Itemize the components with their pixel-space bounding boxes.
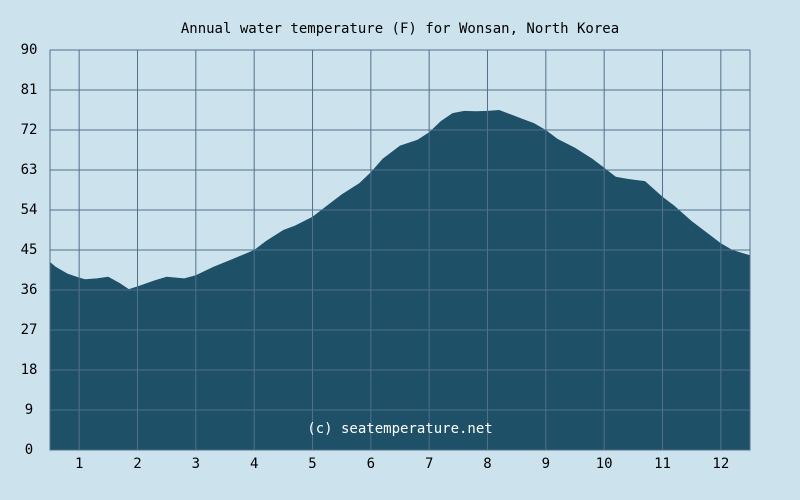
x-tick-label: 9 (542, 456, 550, 472)
x-axis-ticks: 1 2 3 4 5 6 7 8 9 10 11 12 (75, 456, 729, 472)
x-tick-label: 3 (192, 456, 200, 472)
grid-layer (50, 50, 750, 450)
y-tick-label: 27 (21, 322, 38, 338)
y-tick-label: 81 (21, 82, 38, 98)
y-tick-label: 9 (25, 402, 33, 418)
plot-border (49, 49, 751, 451)
chart-title: Annual water temperature (F) for Wonsan,… (181, 21, 619, 37)
x-tick-label: 10 (596, 456, 613, 472)
watermark-credit: (c) seatemperature.net (307, 421, 492, 437)
y-tick-label: 0 (25, 442, 33, 458)
x-tick-label: 1 (75, 456, 83, 472)
x-tick-label: 5 (308, 456, 316, 472)
x-tick-label: 4 (250, 456, 258, 472)
y-tick-label: 18 (21, 362, 38, 378)
x-tick-label: 8 (483, 456, 491, 472)
y-tick-label: 90 (21, 42, 38, 58)
x-tick-label: 2 (133, 456, 141, 472)
y-tick-label: 36 (21, 282, 38, 298)
y-tick-label: 54 (21, 202, 38, 218)
y-tick-label: 45 (21, 242, 38, 258)
x-tick-label: 7 (425, 456, 433, 472)
y-tick-label: 72 (21, 122, 38, 138)
area-layer (50, 110, 750, 450)
x-tick-label: 6 (367, 456, 375, 472)
temperature-area (50, 110, 750, 450)
y-axis-ticks: 0 9 18 27 36 45 54 63 72 81 90 (21, 42, 38, 458)
x-tick-label: 11 (654, 456, 671, 472)
y-tick-label: 63 (21, 162, 38, 178)
x-tick-label: 12 (712, 456, 729, 472)
